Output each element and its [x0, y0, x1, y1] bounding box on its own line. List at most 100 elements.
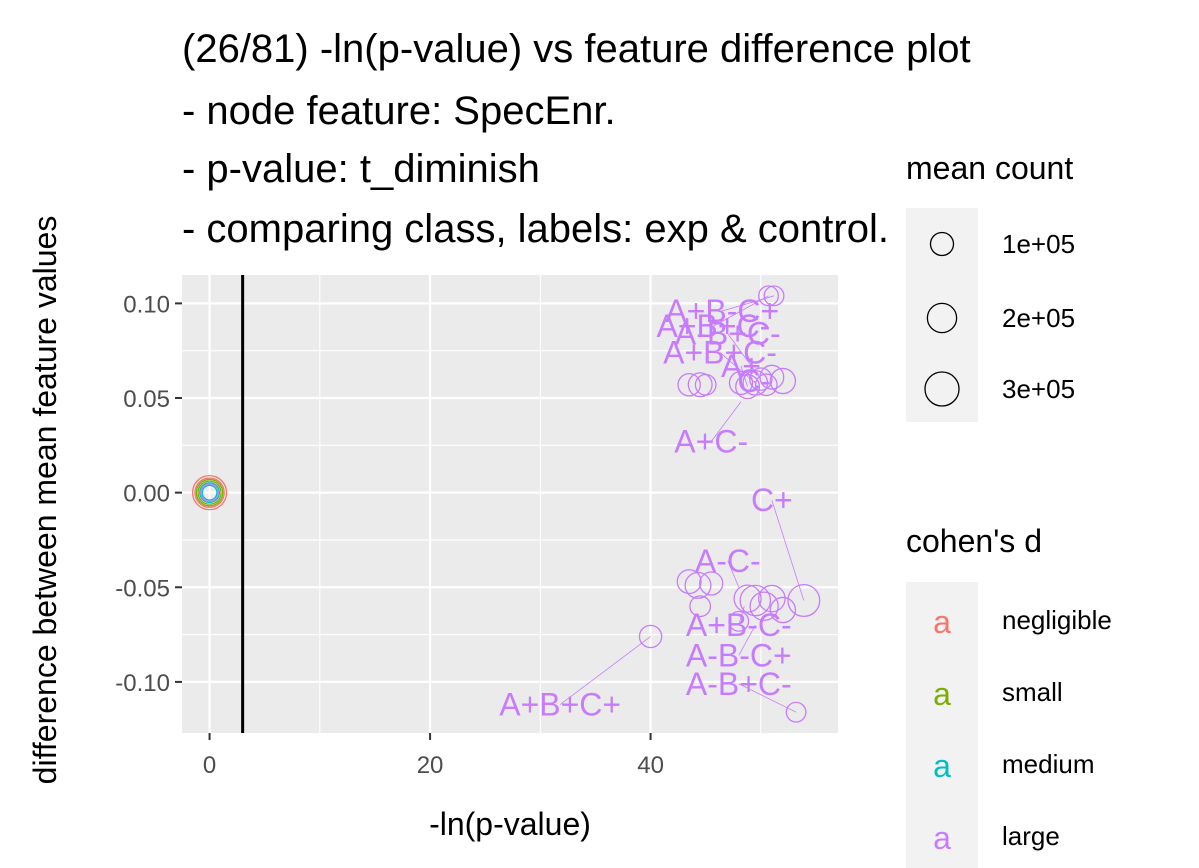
point-label: A+B+C- — [657, 308, 771, 344]
data-point — [758, 584, 786, 613]
data-point — [749, 367, 773, 391]
data-point — [769, 367, 797, 395]
data-point — [728, 610, 750, 632]
label-connector — [719, 352, 756, 384]
label-connector — [727, 333, 762, 380]
title-line-3: - p-value: t_diminish — [182, 147, 540, 191]
label-connector — [713, 295, 769, 327]
size-legend-title: mean count — [906, 150, 1073, 186]
minor-gridlines — [182, 275, 838, 733]
point-label: A-B+C- — [675, 316, 781, 352]
color-legend: cohen's d a negligible a small a medium a large — [906, 523, 1112, 868]
data-point — [742, 370, 769, 396]
label-connector — [738, 683, 797, 713]
data-point — [194, 477, 225, 508]
size-legend-key — [924, 371, 960, 407]
data-point — [749, 591, 779, 621]
point-label: A+B+C- — [663, 335, 777, 371]
data-point — [699, 571, 724, 596]
x-tick-label: 20 — [417, 752, 444, 779]
title-line-2: - node feature: SpecEnr. — [182, 89, 616, 133]
data-points — [191, 285, 821, 723]
data-point — [769, 596, 797, 624]
data-point — [739, 584, 772, 617]
x-tick-label: 40 — [637, 752, 664, 779]
x-axis-title: -ln(p-value) — [429, 806, 591, 842]
label-connector — [738, 606, 745, 626]
color-legend-label: small — [1002, 677, 1063, 707]
point-label: C- — [737, 363, 771, 399]
color-legend-label: negligible — [1002, 605, 1112, 635]
color-legend-key-bg — [906, 582, 978, 868]
label-connector — [710, 401, 742, 442]
data-point — [191, 474, 228, 511]
plot-panel — [182, 275, 838, 733]
data-point — [687, 372, 713, 398]
size-legend-label: 3e+05 — [1002, 374, 1075, 404]
point-label: A-B+C- — [686, 666, 792, 702]
point-label: A+C- — [674, 424, 748, 460]
size-legend-key — [929, 231, 955, 257]
color-legend-label: large — [1002, 821, 1060, 851]
size-legend-key-bg — [906, 208, 978, 422]
data-point — [694, 373, 717, 396]
y-tick-label: -0.05 — [115, 575, 170, 602]
data-point — [638, 624, 663, 649]
x-axis-ticks: 0 20 40 — [203, 733, 664, 779]
size-legend-label: 1e+05 — [1002, 229, 1075, 259]
label-connector — [559, 636, 651, 705]
point-label: C+ — [751, 482, 793, 518]
size-legend-key — [926, 302, 958, 334]
label-connector — [771, 500, 805, 601]
major-gridlines — [182, 275, 838, 733]
color-legend-key: a — [933, 604, 951, 640]
y-tick-label: 0.10 — [123, 291, 170, 318]
color-legend-key: a — [933, 748, 951, 784]
data-point — [677, 372, 701, 397]
y-tick-label: -0.10 — [115, 670, 170, 697]
data-point — [787, 584, 821, 618]
data-point — [201, 484, 218, 501]
point-labels: A+B-C+A+B+C-A-B+C-A+B+C-A+C-A+C-C+A-C-A+… — [499, 293, 793, 723]
color-legend-title: cohen's d — [906, 523, 1042, 559]
y-tick-label: 0.05 — [123, 386, 170, 413]
label-connector — [722, 295, 775, 312]
point-label: A+B-C- — [686, 607, 792, 643]
data-point — [763, 285, 785, 307]
data-point — [197, 480, 222, 505]
color-legend-label: medium — [1002, 749, 1094, 779]
data-point — [735, 374, 761, 400]
title-line-4: - comparing class, labels: exp & control… — [182, 207, 889, 251]
x-tick-label: 0 — [203, 752, 216, 779]
color-legend-key: a — [933, 820, 951, 856]
color-legend-key: a — [933, 676, 951, 712]
y-axis-ticks: 0.10 0.05 0.00 -0.05 -0.10 — [115, 291, 182, 697]
size-legend: mean count 1e+05 2e+05 3e+05 — [906, 150, 1075, 422]
data-point — [754, 373, 778, 397]
data-point — [684, 571, 712, 599]
point-label: A+B-C+ — [665, 293, 779, 329]
point-label: A-C- — [695, 543, 761, 579]
data-point — [759, 364, 785, 390]
data-point — [689, 595, 712, 618]
size-legend-label: 2e+05 — [1002, 303, 1075, 333]
data-point — [785, 701, 807, 723]
label-connector — [727, 560, 740, 588]
point-label: A+B+C+ — [499, 687, 621, 723]
point-label: A-B-C+ — [686, 637, 792, 673]
data-point — [758, 285, 780, 307]
point-label: A+ — [721, 348, 761, 384]
title-line-1: (26/81) -ln(p-value) vs feature differen… — [182, 27, 971, 71]
label-connector — [740, 365, 748, 387]
data-point — [728, 370, 754, 396]
chart-title: (26/81) -ln(p-value) vs feature differen… — [182, 27, 971, 251]
label-connector — [753, 380, 756, 384]
data-point — [199, 482, 221, 504]
data-point — [200, 483, 219, 503]
data-point — [195, 478, 224, 507]
data-point — [676, 569, 702, 595]
label-connector — [738, 624, 756, 656]
y-axis-title: difference between mean feature values — [27, 216, 63, 785]
data-point — [733, 584, 762, 613]
